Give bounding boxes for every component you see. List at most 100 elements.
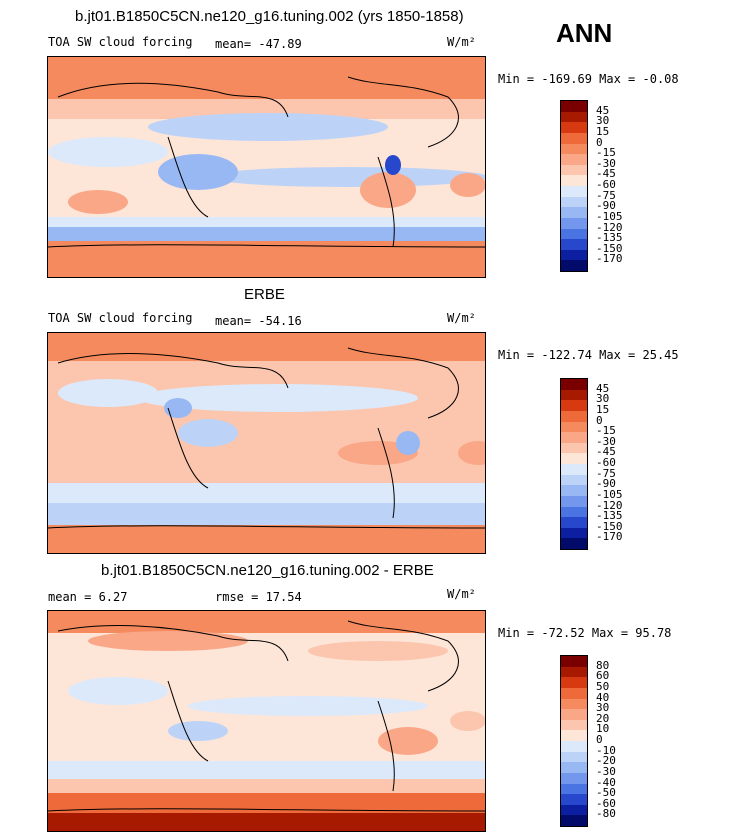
colorbar-tick-label: -90 xyxy=(596,477,616,491)
colorbar-swatch xyxy=(561,101,587,112)
colorbar-swatch xyxy=(561,698,587,710)
panel-1-colorbar xyxy=(560,100,588,272)
colorbar-swatch xyxy=(561,228,587,240)
colorbar-tick-label: 50 xyxy=(596,679,610,693)
colorbar-swatch xyxy=(561,400,587,411)
panel-1-field-label: TOA SW cloud forcing xyxy=(48,35,193,49)
colorbar-tick-label: -150 xyxy=(596,241,623,255)
colorbar-swatch xyxy=(561,249,587,261)
colorbar-tick-label: 80 xyxy=(596,658,610,672)
colorbar-tick-label: 10 xyxy=(596,722,610,736)
colorbar-tick-label: -50 xyxy=(596,786,616,800)
panel-3-title: b.jt01.B1850C5CN.ne120_g16.tuning.002 - … xyxy=(101,562,434,579)
colorbar-tick-label: -170 xyxy=(596,530,623,544)
colorbar-swatch xyxy=(561,122,587,133)
panel-3-minmax: Min = -72.52 Max = 95.78 xyxy=(498,626,672,640)
colorbar-tick-label: -170 xyxy=(596,252,623,266)
colorbar-tick-label: -30 xyxy=(596,434,616,448)
colorbar-swatch xyxy=(561,389,587,401)
colorbar-swatch xyxy=(561,656,587,667)
panel-2-colorbar xyxy=(560,378,588,550)
panel-2-units: W/m² xyxy=(447,311,476,325)
colorbar-swatch xyxy=(561,196,587,208)
colorbar-tick-label: 0 xyxy=(596,135,603,149)
colorbar-tick-label: 30 xyxy=(596,701,610,715)
panel-3-map-field xyxy=(48,611,485,831)
colorbar-swatch xyxy=(561,687,587,699)
colorbar-tick-label: -150 xyxy=(596,519,623,533)
colorbar-swatch xyxy=(561,772,587,784)
colorbar-tick-label: -45 xyxy=(596,445,616,459)
colorbar-tick-label: -120 xyxy=(596,220,623,234)
colorbar-tick-label: 0 xyxy=(596,733,603,746)
colorbar-swatch xyxy=(561,719,587,731)
panel-1-title: b.jt01.B1850C5CN.ne120_g16.tuning.002 (y… xyxy=(75,8,464,25)
colorbar-tick-label: 40 xyxy=(596,690,610,704)
colorbar-tick-label: -120 xyxy=(596,498,623,512)
colorbar-swatch xyxy=(561,464,587,475)
colorbar-swatch xyxy=(561,379,587,390)
colorbar-swatch xyxy=(561,741,587,752)
colorbar-tick-label: -40 xyxy=(596,775,616,789)
colorbar-tick-label: -105 xyxy=(596,487,623,501)
colorbar-tick-label: -75 xyxy=(596,188,616,202)
colorbar-swatch xyxy=(561,432,587,443)
panel-2-title: ERBE xyxy=(244,286,285,303)
panel-3-rmse: rmse = 17.54 xyxy=(215,590,302,604)
colorbar-tick-label: 20 xyxy=(596,711,610,725)
colorbar-tick-label: 45 xyxy=(596,103,610,117)
colorbar-swatch xyxy=(561,485,587,496)
colorbar-tick-label: 30 xyxy=(596,392,610,406)
colorbar-swatch xyxy=(561,730,587,741)
colorbar-swatch xyxy=(561,527,587,539)
colorbar-swatch xyxy=(561,506,587,518)
colorbar-swatch xyxy=(561,410,587,422)
colorbar-swatch xyxy=(561,442,587,454)
colorbar-swatch xyxy=(561,538,587,549)
panel-2-minmax: Min = -122.74 Max = 25.45 xyxy=(498,348,679,362)
panel-3-map xyxy=(47,610,486,832)
colorbar-tick-label: -135 xyxy=(596,231,623,245)
colorbar-swatch xyxy=(561,143,587,155)
panel-3-mean: mean = 6.27 xyxy=(48,590,128,604)
colorbar-tick-label: -30 xyxy=(596,764,616,778)
colorbar-swatch xyxy=(561,709,587,720)
panel-1-minmax: Min = -169.69 Max = -0.08 xyxy=(498,72,679,86)
colorbar-tick-label: 30 xyxy=(596,114,610,128)
colorbar-tick-label: -60 xyxy=(596,178,616,191)
colorbar-swatch xyxy=(561,677,587,688)
colorbar-tick-label: -10 xyxy=(596,743,616,757)
colorbar-tick-label: 45 xyxy=(596,381,610,395)
colorbar-tick-label: -105 xyxy=(596,209,623,223)
colorbar-swatch xyxy=(561,207,587,218)
colorbar-swatch xyxy=(561,164,587,176)
colorbar-tick-label: -80 xyxy=(596,807,616,821)
panel-1-mean: mean= -47.89 xyxy=(215,37,302,51)
colorbar-tick-label: -15 xyxy=(596,424,616,438)
colorbar-tick-label: 15 xyxy=(596,402,610,416)
colorbar-swatch xyxy=(561,132,587,144)
panel-2-field-label: TOA SW cloud forcing xyxy=(48,311,193,325)
colorbar-tick-label: 0 xyxy=(596,413,603,427)
colorbar-tick-label: -45 xyxy=(596,167,616,181)
colorbar-swatch xyxy=(561,474,587,486)
colorbar-swatch xyxy=(561,111,587,123)
colorbar-swatch xyxy=(561,154,587,165)
colorbar-swatch xyxy=(561,495,587,507)
colorbar-tick-label: -15 xyxy=(596,146,616,160)
colorbar-swatch xyxy=(561,762,587,773)
panel-3-colorbar xyxy=(560,655,588,827)
colorbar-tick-label: -20 xyxy=(596,754,616,768)
colorbar-swatch xyxy=(561,666,587,678)
colorbar-tick-label: 60 xyxy=(596,669,610,683)
colorbar-swatch xyxy=(561,175,587,186)
colorbar-tick-label: -60 xyxy=(596,456,616,469)
panel-1-map xyxy=(47,56,486,278)
colorbar-tick-label: -90 xyxy=(596,199,616,213)
panel-1-map-field xyxy=(48,57,485,277)
colorbar-swatch xyxy=(561,804,587,816)
colorbar-swatch xyxy=(561,815,587,826)
colorbar-swatch xyxy=(561,239,587,250)
colorbar-tick-label: 15 xyxy=(596,124,610,138)
panel-2-mean: mean= -54.16 xyxy=(215,314,302,328)
